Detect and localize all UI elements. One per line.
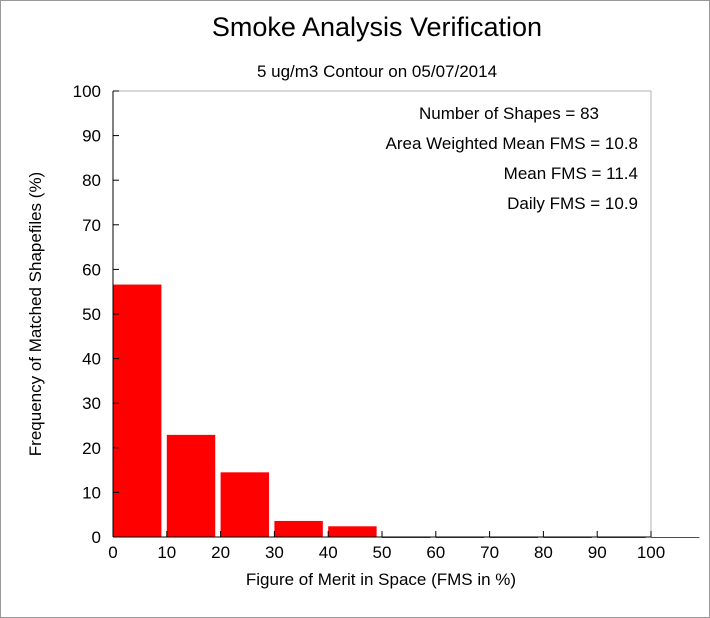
histogram-bar-40-49 bbox=[328, 526, 377, 537]
y-tick-label-30: 30 bbox=[82, 394, 101, 413]
histogram-bar-30-39 bbox=[274, 520, 323, 537]
x-tick-label-80: 80 bbox=[534, 543, 553, 562]
x-tick-label-60: 60 bbox=[426, 543, 445, 562]
y-tick-label-10: 10 bbox=[82, 483, 101, 502]
y-tick-label-0: 0 bbox=[92, 528, 101, 547]
x-tick-label-90: 90 bbox=[588, 543, 607, 562]
x-tick-label-70: 70 bbox=[480, 543, 499, 562]
histogram-bar-10-19 bbox=[166, 434, 216, 537]
stat-line-3: Mean FMS = 11.4 bbox=[504, 164, 638, 183]
chart-title: Smoke Analysis Verification bbox=[212, 12, 542, 42]
y-axis-label: Frequency of Matched Shapefiles (%) bbox=[26, 172, 45, 456]
y-tick-label-50: 50 bbox=[82, 305, 101, 324]
y-tick-label-60: 60 bbox=[82, 260, 101, 279]
chart-subtitle: 5 ug/m3 Contour on 05/07/2014 bbox=[257, 62, 497, 81]
x-axis-label: Figure of Merit in Space (FMS in %) bbox=[246, 570, 516, 589]
x-tick-label-20: 20 bbox=[211, 543, 230, 562]
x-tick-label-100: 100 bbox=[637, 543, 665, 562]
x-tick-label-30: 30 bbox=[265, 543, 284, 562]
stat-line-2: Area Weighted Mean FMS = 10.8 bbox=[386, 134, 638, 153]
bars bbox=[113, 284, 700, 538]
x-tick-label-40: 40 bbox=[319, 543, 338, 562]
y-tick-label-70: 70 bbox=[82, 216, 101, 235]
y-tick-labels: 0 10 20 30 40 50 60 70 80 90 100 bbox=[73, 82, 119, 547]
stat-line-1: Number of Shapes = 83 bbox=[419, 104, 599, 123]
x-tick-labels: 0 10 20 30 40 50 60 70 80 90 100 bbox=[108, 531, 665, 562]
y-tick-label-40: 40 bbox=[82, 350, 101, 369]
x-tick-label-0: 0 bbox=[108, 543, 117, 562]
histogram-bar-100-109 bbox=[651, 537, 700, 538]
x-tick-label-50: 50 bbox=[373, 543, 392, 562]
y-tick-label-80: 80 bbox=[82, 171, 101, 190]
histogram-bar-0-9 bbox=[113, 284, 162, 537]
histogram-bar-20-29 bbox=[220, 472, 270, 537]
stats-annotation: Number of Shapes = 83 Area Weighted Mean … bbox=[386, 104, 638, 213]
x-tick-label-10: 10 bbox=[157, 543, 176, 562]
y-tick-label-100: 100 bbox=[73, 82, 101, 101]
y-tick-label-20: 20 bbox=[82, 439, 101, 458]
y-tick-label-90: 90 bbox=[82, 127, 101, 146]
stat-line-4: Daily FMS = 10.9 bbox=[507, 194, 638, 213]
